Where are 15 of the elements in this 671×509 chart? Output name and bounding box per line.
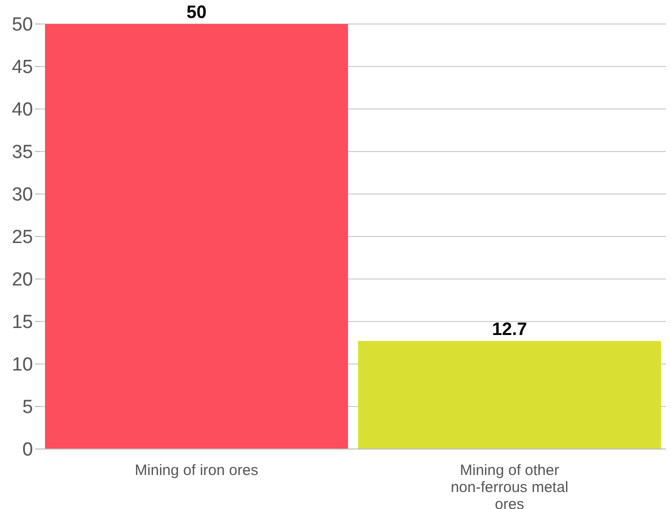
y-tick-label: 35 bbox=[12, 142, 33, 164]
y-tick-label: 5 bbox=[22, 397, 33, 418]
y-tick-label: 50 bbox=[12, 14, 33, 36]
y-tick-label: 10 bbox=[12, 354, 33, 376]
y-tick-label: 30 bbox=[12, 184, 33, 206]
y-tick-label: 15 bbox=[12, 312, 33, 334]
data-label: 12.7 bbox=[492, 319, 528, 340]
y-tick-label: 45 bbox=[12, 57, 33, 78]
x-tick-label: Mining of other non-ferrous metal ores bbox=[450, 462, 568, 509]
y-tick-label: 20 bbox=[12, 270, 33, 291]
x-tick-label: Mining of iron ores bbox=[134, 462, 258, 479]
data-label: 50 bbox=[186, 2, 207, 22]
y-tick-label: 40 bbox=[12, 100, 33, 121]
y-tick-label: 25 bbox=[12, 227, 33, 248]
y-tick-label: 0 bbox=[22, 440, 33, 461]
